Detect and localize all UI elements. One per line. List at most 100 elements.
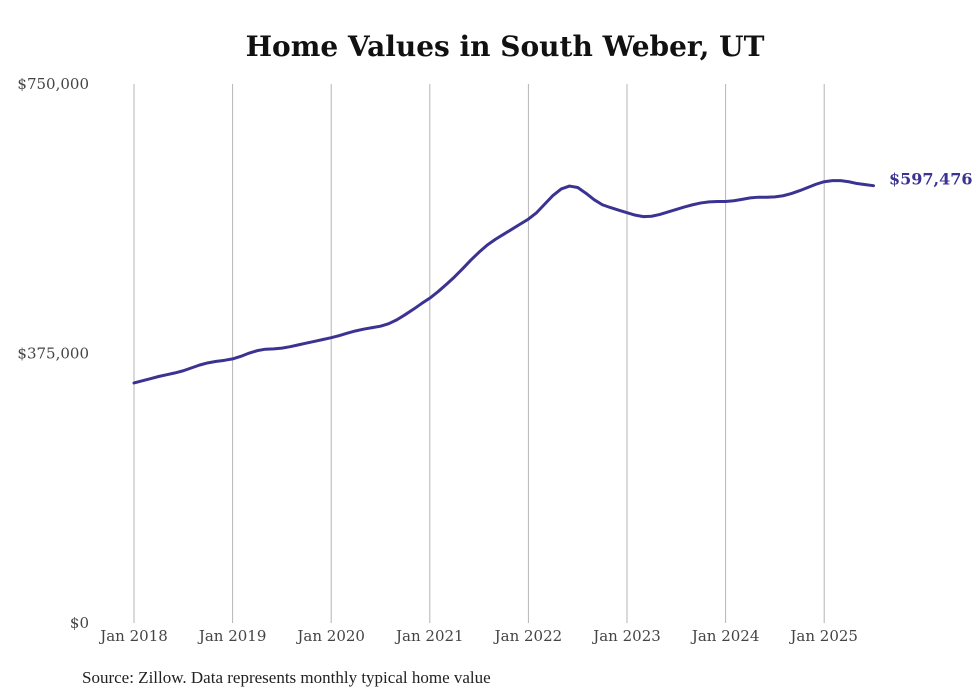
- data-point: [445, 283, 448, 286]
- data-point: [214, 360, 218, 363]
- data-point: [798, 189, 801, 192]
- data-point: [543, 202, 547, 206]
- data-point: [749, 196, 752, 200]
- data-point: [601, 203, 604, 206]
- y-tick-label: $750,000: [17, 75, 89, 93]
- data-point: [247, 351, 251, 355]
- data-point: [239, 355, 243, 358]
- data-point: [461, 267, 464, 270]
- data-point: [560, 187, 563, 191]
- data-point: [428, 296, 431, 300]
- data-point: [765, 195, 768, 199]
- data-point: [379, 324, 382, 328]
- data-point: [206, 361, 210, 365]
- data-point: [790, 192, 793, 195]
- data-point: [675, 208, 678, 211]
- data-point: [584, 192, 588, 195]
- data-point: [847, 180, 851, 183]
- data-point: [814, 183, 818, 186]
- data-point: [683, 205, 686, 209]
- data-point: [141, 379, 144, 383]
- data-point: [198, 363, 201, 367]
- data-point: [732, 199, 736, 202]
- data-point: [362, 327, 366, 331]
- x-tick-label: Jan 2021: [394, 627, 464, 645]
- data-point: [625, 211, 629, 214]
- data-point: [173, 371, 177, 375]
- data-point: [157, 375, 160, 378]
- x-tick-label: Jan 2018: [98, 627, 168, 645]
- data-point: [321, 338, 325, 341]
- data-point: [510, 227, 514, 231]
- data-point: [773, 195, 777, 199]
- data-point: [699, 201, 703, 205]
- data-point: [634, 213, 637, 217]
- data-point: [256, 349, 259, 352]
- data-point: [823, 180, 826, 183]
- data-point: [182, 369, 185, 372]
- data-point: [592, 198, 596, 201]
- data-point: [872, 184, 875, 187]
- data-point: [338, 334, 341, 337]
- end-label-layer: $597,476: [889, 170, 973, 189]
- y-tick-label: $375,000: [17, 345, 89, 363]
- data-point: [806, 186, 809, 189]
- data-point: [264, 347, 267, 351]
- x-tick-label: Jan 2023: [591, 627, 661, 645]
- data-point: [420, 302, 423, 305]
- data-point: [494, 238, 497, 241]
- data-point: [658, 213, 662, 216]
- data-point: [716, 200, 719, 203]
- data-point: [387, 322, 390, 325]
- data-point: [165, 373, 169, 376]
- data-point: [707, 200, 711, 204]
- data-point: [724, 200, 727, 203]
- y-axis-tick-labels: $0 $375,000 $750,000: [17, 75, 89, 632]
- data-point: [691, 203, 694, 206]
- series-line: [132, 179, 875, 385]
- data-point: [839, 179, 842, 182]
- data-point: [855, 182, 859, 185]
- data-point: [132, 381, 136, 385]
- series-layer: [132, 179, 875, 385]
- data-point: [617, 208, 620, 212]
- x-tick-label: Jan 2025: [788, 627, 858, 645]
- data-point: [469, 258, 473, 262]
- data-point: [436, 290, 440, 293]
- data-point: [231, 357, 234, 361]
- data-point: [740, 198, 744, 201]
- data-point: [527, 217, 530, 221]
- data-point: [502, 233, 505, 236]
- data-point: [757, 195, 760, 199]
- data-point: [486, 243, 489, 247]
- x-axis-tick-labels: Jan 2018 Jan 2019 Jan 2020 Jan 2021 Jan 2022…: [98, 627, 858, 645]
- chart-title: Home Values in South Weber, UT: [245, 30, 765, 63]
- x-tick-label: Jan 2019: [197, 627, 267, 645]
- data-point: [403, 313, 407, 316]
- data-point: [576, 186, 579, 189]
- data-point: [395, 318, 399, 321]
- data-point: [280, 346, 284, 350]
- data-point: [568, 184, 571, 188]
- data-point: [477, 250, 481, 254]
- data-point: [831, 179, 834, 182]
- y-tick-label: $0: [70, 614, 89, 632]
- data-point: [453, 275, 456, 279]
- data-point: [313, 340, 316, 343]
- data-point: [551, 194, 555, 197]
- data-point: [650, 215, 653, 218]
- x-tick-label: Jan 2024: [690, 627, 760, 645]
- data-point: [149, 377, 152, 380]
- data-point: [609, 206, 612, 209]
- data-point: [346, 331, 349, 335]
- data-point: [354, 329, 358, 333]
- data-point: [412, 308, 415, 311]
- data-point: [272, 347, 275, 351]
- x-tick-label: Jan 2020: [295, 627, 365, 645]
- data-point: [190, 366, 193, 370]
- data-point: [371, 326, 374, 329]
- source-note: Source: Zillow. Data represents monthly …: [82, 668, 491, 687]
- data-point: [305, 341, 308, 345]
- x-tick-label: Jan 2022: [493, 627, 563, 645]
